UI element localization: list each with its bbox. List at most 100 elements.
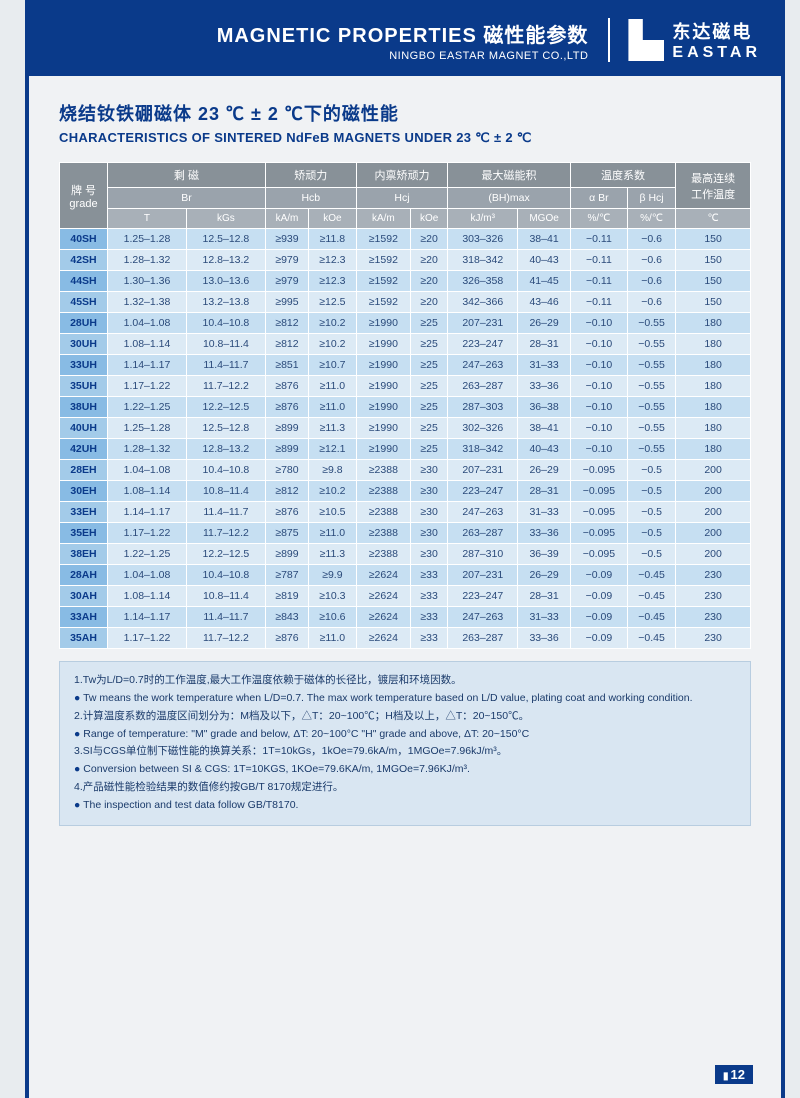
grade-cell: 38EH — [60, 544, 108, 565]
data-cell: 1.14–1.17 — [108, 502, 187, 523]
data-cell: 180 — [676, 376, 751, 397]
data-cell: 10.8–11.4 — [186, 586, 265, 607]
data-cell: −0.5 — [627, 502, 675, 523]
table-row: 40SH1.25–1.2812.5–12.8≥939≥11.8≥1592≥203… — [60, 229, 751, 250]
data-cell: 31–33 — [518, 607, 571, 628]
data-cell: −0.6 — [627, 229, 675, 250]
data-cell: −0.10 — [570, 355, 627, 376]
data-cell: 1.32–1.38 — [108, 292, 187, 313]
data-cell: 180 — [676, 355, 751, 376]
data-cell: 318–342 — [448, 250, 518, 271]
data-cell: ≥11.8 — [309, 229, 357, 250]
note-line-cn: 4.产品磁性能检验结果的数值修约按GB/T 8170规定进行。 — [74, 779, 736, 797]
header-titles: MAGNETIC PROPERTIES 磁性能参数 NINGBO EASTAR … — [59, 19, 608, 62]
data-cell: 342–366 — [448, 292, 518, 313]
data-cell: −0.5 — [627, 523, 675, 544]
data-cell: −0.45 — [627, 628, 675, 649]
brand-text: 东达磁电 EASTAR — [672, 18, 761, 62]
sub-hcb: Hcb — [265, 188, 356, 209]
data-cell: ≥2388 — [356, 544, 410, 565]
data-cell: 13.0–13.6 — [186, 271, 265, 292]
data-cell: ≥30 — [411, 502, 448, 523]
data-cell: 1.08–1.14 — [108, 586, 187, 607]
data-cell: 10.4–10.8 — [186, 313, 265, 334]
data-cell: 207–231 — [448, 460, 518, 481]
data-cell: ≥10.3 — [309, 586, 357, 607]
data-cell: 12.5–12.8 — [186, 418, 265, 439]
data-cell: 28–31 — [518, 481, 571, 502]
data-cell: ≥843 — [265, 607, 308, 628]
data-cell: 1.04–1.08 — [108, 460, 187, 481]
data-cell: 150 — [676, 229, 751, 250]
data-cell: ≥2388 — [356, 481, 410, 502]
data-cell: 150 — [676, 250, 751, 271]
data-cell: 263–287 — [448, 628, 518, 649]
data-cell: −0.11 — [570, 292, 627, 313]
data-cell: ≥20 — [411, 250, 448, 271]
col-grade: 牌 号 grade — [60, 163, 108, 229]
data-cell: 247–263 — [448, 607, 518, 628]
page-number: 12 — [715, 1065, 753, 1084]
sub-beta-hcj: β Hcj — [627, 188, 675, 209]
table-row: 38UH1.22–1.2512.2–12.5≥876≥11.0≥1990≥252… — [60, 397, 751, 418]
sub-br: Br — [108, 188, 266, 209]
data-cell: 180 — [676, 313, 751, 334]
data-cell: 11.4–11.7 — [186, 355, 265, 376]
data-cell: 230 — [676, 628, 751, 649]
data-cell: 38–41 — [518, 229, 571, 250]
data-cell: −0.5 — [627, 481, 675, 502]
data-cell: ≥10.2 — [309, 481, 357, 502]
data-cell: 230 — [676, 607, 751, 628]
brand-en: EASTAR — [672, 44, 761, 62]
sub-bhmax: (BH)max — [448, 188, 571, 209]
data-cell: ≥979 — [265, 250, 308, 271]
data-cell: ≥11.0 — [309, 397, 357, 418]
data-cell: ≥979 — [265, 271, 308, 292]
col-temp-coef-group: 温度系数 — [570, 163, 675, 188]
data-cell: ≥12.5 — [309, 292, 357, 313]
grade-cell: 42SH — [60, 250, 108, 271]
data-cell: 200 — [676, 460, 751, 481]
properties-table-wrap: 牌 号 grade 剩 磁 矫顽力 内禀矫顽力 最大磁能积 温度系数 最高连续 … — [59, 162, 751, 649]
data-cell: ≥10.6 — [309, 607, 357, 628]
data-cell: 13.2–13.8 — [186, 292, 265, 313]
data-cell: ≥33 — [411, 628, 448, 649]
col-bhmax-group: 最大磁能积 — [448, 163, 571, 188]
unit-header: %/℃ — [570, 209, 627, 229]
table-row: 35EH1.17–1.2211.7–12.2≥875≥11.0≥2388≥302… — [60, 523, 751, 544]
data-cell: −0.09 — [570, 628, 627, 649]
table-row: 28UH1.04–1.0810.4–10.8≥812≥10.2≥1990≥252… — [60, 313, 751, 334]
data-cell: −0.6 — [627, 250, 675, 271]
data-cell: 263–287 — [448, 376, 518, 397]
data-cell: 11.7–12.2 — [186, 523, 265, 544]
grade-cell: 33UH — [60, 355, 108, 376]
note-line-cn: 3.SI与CGS单位制下磁性能的换算关系：1T=10kGs，1kOe=79.6k… — [74, 743, 736, 761]
data-cell: 11.4–11.7 — [186, 607, 265, 628]
note-line-en: Tw means the work temperature when L/D=0… — [74, 690, 736, 708]
data-cell: ≥2624 — [356, 565, 410, 586]
col-hcj-group: 内禀矫顽力 — [356, 163, 448, 188]
data-cell: 10.8–11.4 — [186, 481, 265, 502]
data-cell: 223–247 — [448, 586, 518, 607]
data-cell: ≥1592 — [356, 250, 410, 271]
data-cell: 11.4–11.7 — [186, 502, 265, 523]
data-cell: 10.8–11.4 — [186, 334, 265, 355]
data-cell: 200 — [676, 481, 751, 502]
data-cell: 230 — [676, 565, 751, 586]
data-cell: −0.55 — [627, 334, 675, 355]
data-cell: ≥780 — [265, 460, 308, 481]
data-cell: 1.08–1.14 — [108, 334, 187, 355]
data-cell: 31–33 — [518, 502, 571, 523]
data-cell: 1.22–1.25 — [108, 544, 187, 565]
data-cell: ≥30 — [411, 460, 448, 481]
data-cell: 200 — [676, 502, 751, 523]
data-cell: ≥2388 — [356, 502, 410, 523]
data-cell: ≥812 — [265, 313, 308, 334]
table-row: 30AH1.08–1.1410.8–11.4≥819≥10.3≥2624≥332… — [60, 586, 751, 607]
data-cell: 10.4–10.8 — [186, 565, 265, 586]
unit-header: kA/m — [356, 209, 410, 229]
grade-cell: 28AH — [60, 565, 108, 586]
data-cell: 1.17–1.22 — [108, 376, 187, 397]
data-cell: ≥25 — [411, 355, 448, 376]
data-cell: −0.10 — [570, 418, 627, 439]
